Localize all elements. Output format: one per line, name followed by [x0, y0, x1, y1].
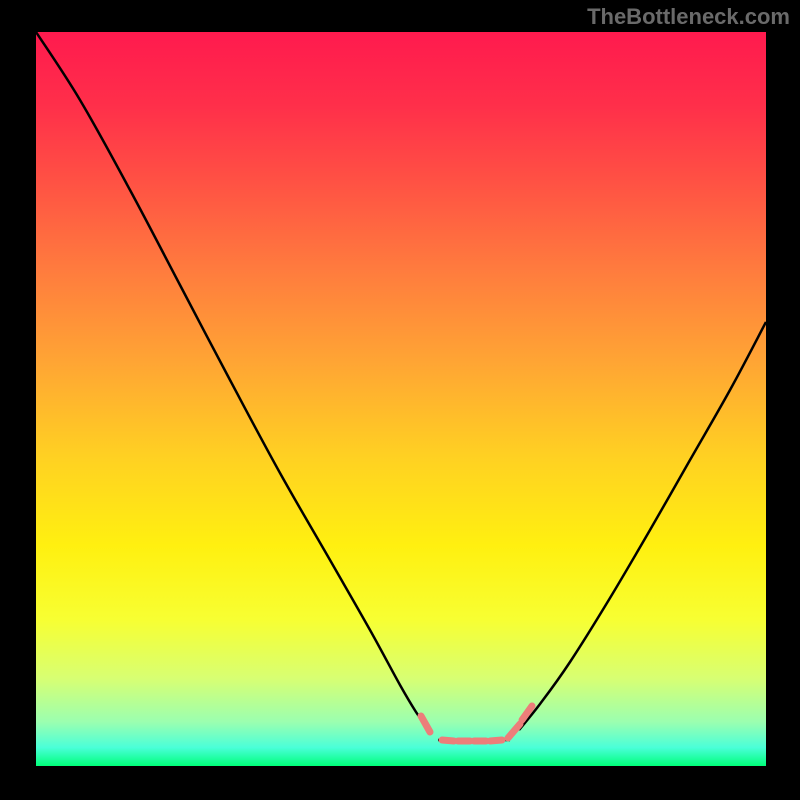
curve-path: [36, 32, 426, 726]
watermark-text: TheBottleneck.com: [587, 4, 790, 30]
accent-mark: [508, 724, 520, 738]
accent-mark: [421, 716, 430, 732]
accent-mark: [442, 740, 454, 741]
chart-curves-svg: [36, 32, 766, 766]
accent-mark: [490, 740, 502, 741]
chart-plot-area: [36, 32, 766, 766]
curve-path: [519, 322, 766, 730]
